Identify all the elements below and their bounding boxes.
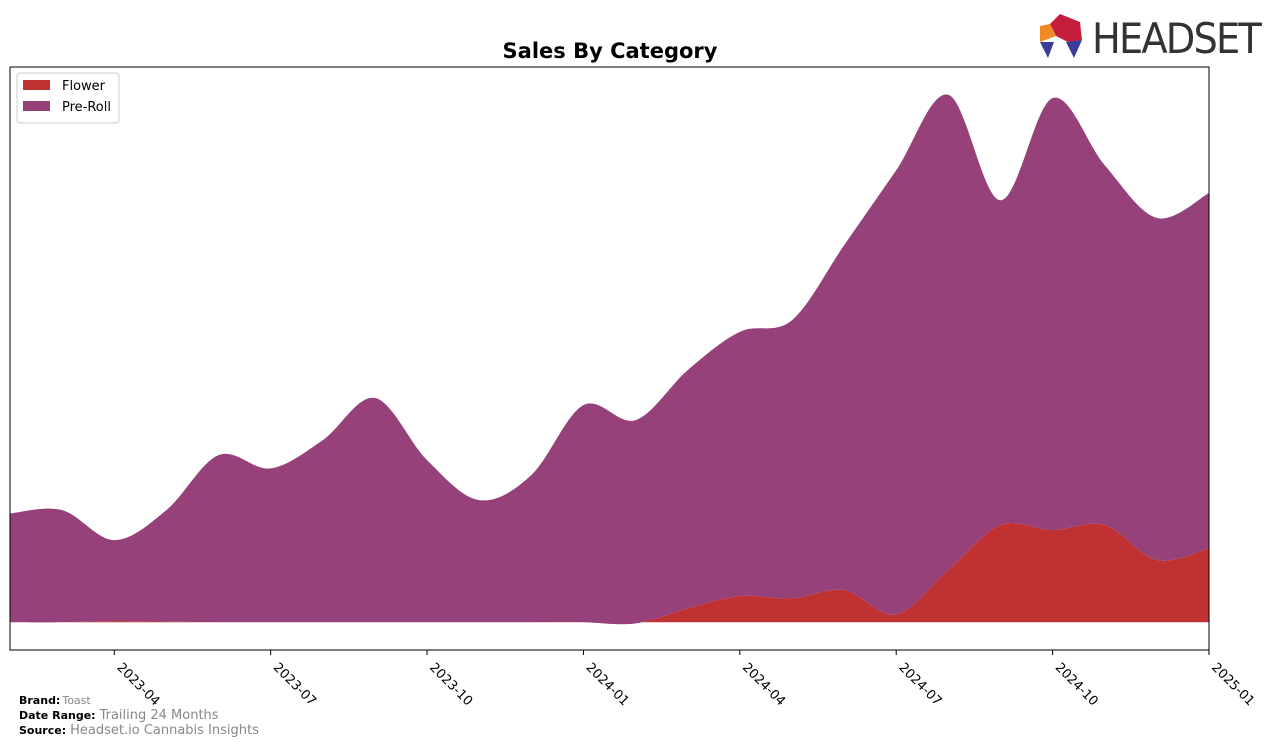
chart-title: Sales By Category — [503, 39, 718, 63]
footer-label: Brand: — [19, 694, 60, 707]
area — [10, 94, 1209, 625]
footer-label: Source: — [19, 724, 66, 737]
x-tick-label: 2024-10 — [1052, 660, 1101, 709]
logo-icon — [1050, 14, 1082, 42]
area — [10, 523, 1209, 625]
x-tick-label: 2024-07 — [895, 660, 944, 709]
footer-source: Source: Headset.io Cannabis Insights — [19, 723, 259, 738]
legend-swatch — [23, 101, 50, 111]
footer-brand: Brand: Toast — [19, 694, 91, 707]
x-tick-label: 2023-07 — [270, 660, 319, 709]
logo: HEADSET — [1040, 14, 1264, 63]
logo-icon — [1040, 24, 1056, 42]
legend-swatch — [23, 80, 50, 90]
x-tick-label: 2024-01 — [583, 660, 632, 709]
legend-label: Flower — [62, 79, 106, 94]
logo-icon — [1040, 42, 1054, 58]
footer-label: Date Range: — [19, 709, 96, 722]
x-tick-label: 2023-04 — [113, 660, 162, 709]
x-tick-label: 2025-01 — [1208, 660, 1257, 709]
footer-value: Trailing 24 Months — [99, 708, 219, 723]
x-tick-label: 2023-10 — [426, 660, 475, 709]
footer-value: Headset.io Cannabis Insights — [70, 723, 259, 738]
logo-icon — [1066, 40, 1082, 58]
logo-text: HEADSET — [1092, 14, 1262, 63]
footer-value: Toast — [61, 694, 91, 707]
x-tick-label: 2024-04 — [739, 660, 788, 709]
legend-label: Pre-Roll — [62, 100, 111, 115]
footer-range: Date Range: Trailing 24 Months — [19, 708, 219, 723]
plot-frame — [9, 66, 1210, 651]
